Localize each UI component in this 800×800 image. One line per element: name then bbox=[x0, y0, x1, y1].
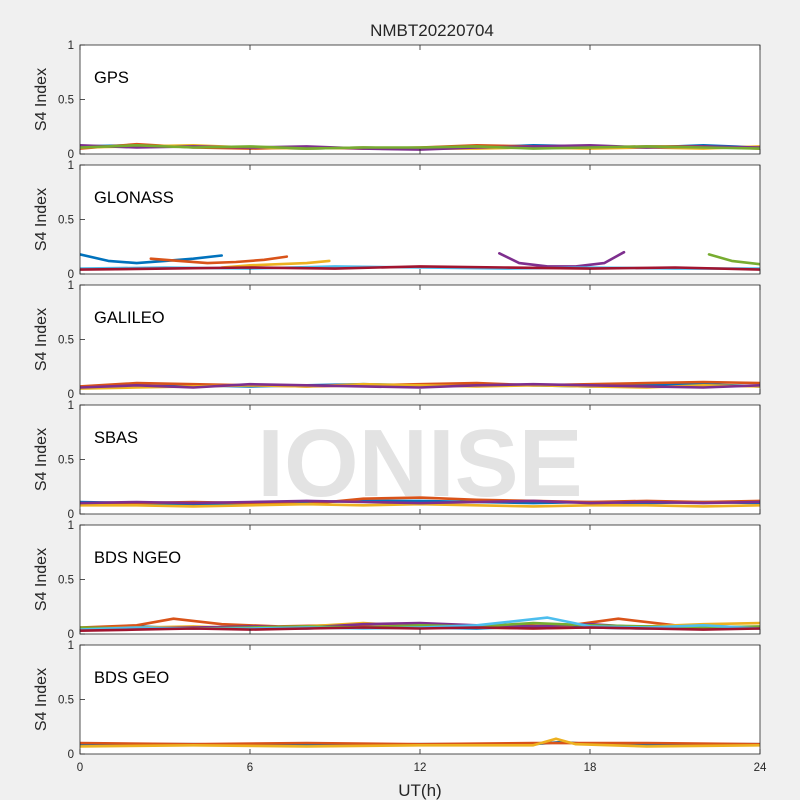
x-tick-label: 24 bbox=[754, 762, 767, 774]
y-tick-label: 0.5 bbox=[58, 215, 74, 227]
x-axis-label: UT(h) bbox=[398, 781, 441, 800]
series-line-4 bbox=[497, 250, 626, 268]
panel-sbas: IONISE SBAS 0 0.5 1 S4 Index bbox=[33, 400, 761, 521]
x-tick-label: 6 bbox=[247, 762, 253, 774]
y-tick-label: 0.5 bbox=[58, 95, 74, 107]
series-line-3 bbox=[80, 737, 760, 748]
y-tick-label: 0 bbox=[68, 629, 74, 641]
plot-area bbox=[80, 45, 760, 154]
series-line-2 bbox=[149, 255, 289, 265]
series-line-5 bbox=[80, 144, 760, 150]
x-tick-label: 0 bbox=[77, 762, 83, 774]
watermark: IONISE bbox=[257, 410, 582, 517]
y-axis-label: S4 Index bbox=[33, 68, 50, 131]
series-line-1 bbox=[80, 253, 223, 265]
x-tick-label: 18 bbox=[584, 762, 597, 774]
y-tick-label: 0.5 bbox=[58, 575, 74, 587]
panel-label: BDS NGEO bbox=[94, 549, 181, 567]
series-line-4 bbox=[80, 499, 760, 505]
series-group bbox=[80, 380, 760, 390]
y-axis-label: S4 Index bbox=[33, 668, 50, 731]
series-line-7 bbox=[80, 626, 760, 633]
y-tick-label: 0.5 bbox=[58, 695, 74, 707]
panel-glonass: GLONASS 0 0.5 1 S4 Index bbox=[33, 160, 761, 281]
y-axis-label: S4 Index bbox=[33, 308, 50, 371]
y-tick-label: 1 bbox=[68, 520, 74, 532]
y-axis-label: S4 Index bbox=[33, 188, 50, 251]
y-tick-label: 1 bbox=[68, 280, 74, 292]
plot-area bbox=[80, 285, 760, 394]
panel-label: SBAS bbox=[94, 429, 138, 447]
y-tick-label: 0 bbox=[68, 149, 74, 161]
series-line-3 bbox=[220, 259, 331, 269]
series-line-4 bbox=[80, 382, 760, 389]
panel-bds-ngeo: BDS NGEO 0 0.5 1 S4 Index bbox=[33, 520, 761, 641]
y-tick-label: 0 bbox=[68, 269, 74, 281]
series-group bbox=[80, 737, 760, 748]
panel-gps: GPS 0 0.5 1 S4 Index bbox=[33, 40, 761, 161]
plot-area bbox=[80, 525, 760, 634]
plot-area bbox=[80, 165, 760, 274]
y-tick-label: 0 bbox=[68, 389, 74, 401]
y-tick-label: 1 bbox=[68, 40, 74, 52]
panel-label: BDS GEO bbox=[94, 669, 169, 687]
y-tick-label: 1 bbox=[68, 160, 74, 172]
y-tick-label: 0.5 bbox=[58, 335, 74, 347]
panel-label: GALILEO bbox=[94, 309, 165, 327]
panel-label: GPS bbox=[94, 69, 129, 87]
y-tick-label: 1 bbox=[68, 400, 74, 412]
panel-bds-geo: BDS GEO 0 0.5 1 S4 Index 0 6 12 18 24 bbox=[33, 640, 767, 774]
y-axis-label: S4 Index bbox=[33, 548, 50, 611]
series-group bbox=[80, 616, 760, 633]
panel-label: GLONASS bbox=[94, 189, 174, 207]
series-line-7 bbox=[80, 265, 760, 271]
plot-area bbox=[80, 405, 760, 514]
y-tick-label: 0.5 bbox=[58, 455, 74, 467]
y-tick-label: 0 bbox=[68, 509, 74, 521]
x-tick-label: 12 bbox=[414, 762, 427, 774]
series-group bbox=[80, 250, 760, 271]
figure-title: NMBT20220704 bbox=[370, 21, 494, 40]
series-group bbox=[80, 496, 760, 508]
y-tick-label: 1 bbox=[68, 640, 74, 652]
plot-area bbox=[80, 645, 760, 754]
series-line-5 bbox=[707, 253, 760, 266]
y-axis-label: S4 Index bbox=[33, 428, 50, 491]
y-tick-label: 0 bbox=[68, 749, 74, 761]
panel-galileo: GALILEO 0 0.5 1 S4 Index bbox=[33, 280, 761, 401]
